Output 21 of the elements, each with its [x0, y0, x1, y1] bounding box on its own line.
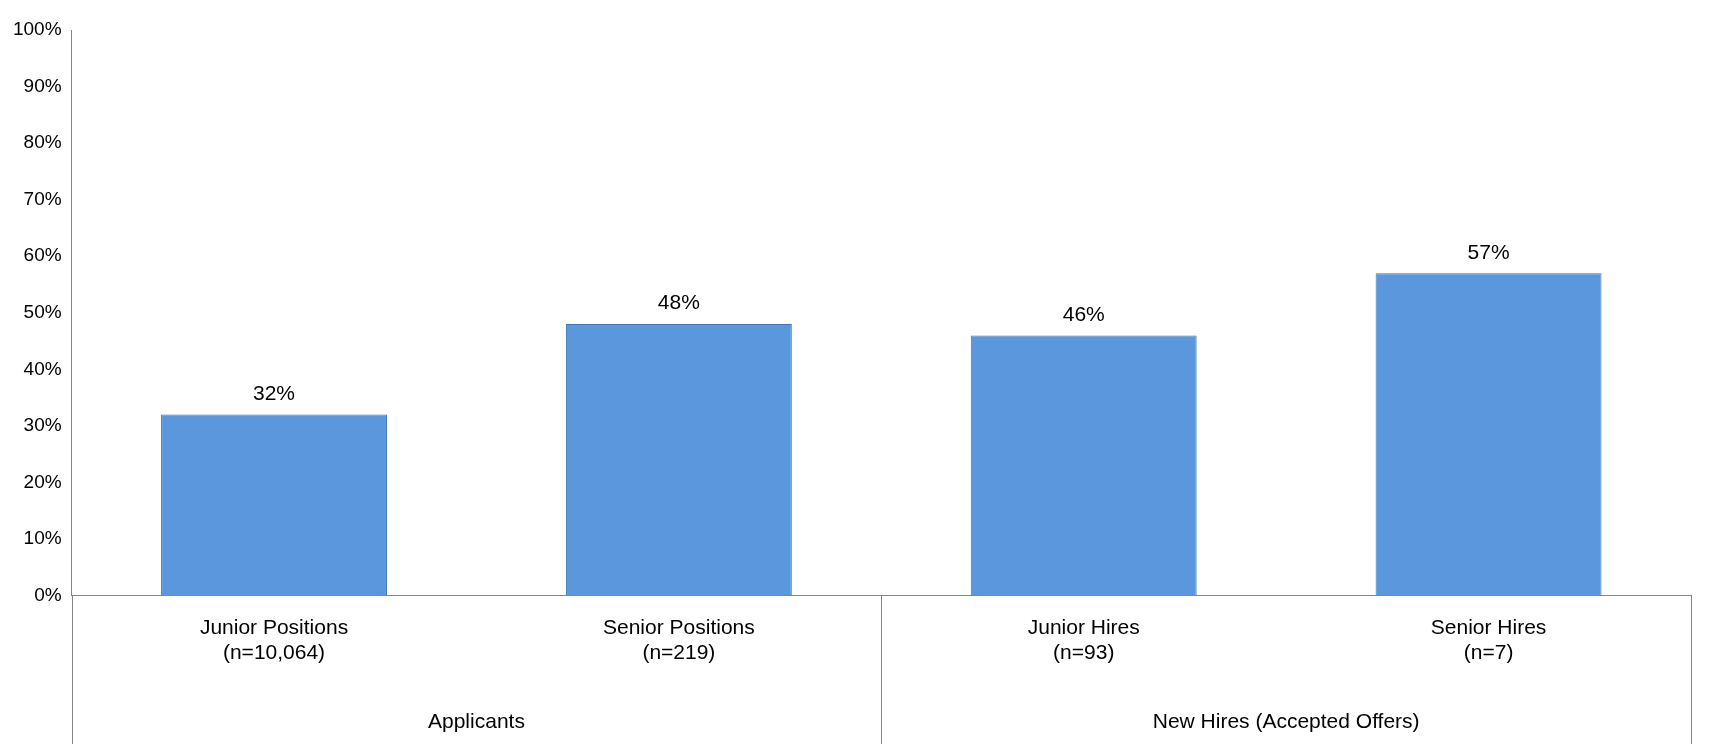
x-tick-label: Senior Hires (n=7): [1430, 615, 1547, 664]
y-tick-label: 60%: [23, 244, 62, 266]
y-tick-label: 0%: [34, 583, 62, 605]
data-label: 48%: [657, 290, 700, 314]
y-tick-label: 20%: [23, 470, 62, 492]
data-label: 57%: [1467, 239, 1510, 263]
y-tick-label: 100%: [12, 18, 62, 40]
y-tick-label: 30%: [23, 414, 62, 436]
x-tick-label: Junior Positions (n=10,064): [199, 615, 349, 664]
y-tick-label: 70%: [23, 187, 62, 209]
text: New Hires (Accepted Offers): [1152, 708, 1420, 732]
text: Applicants: [428, 708, 525, 732]
y-tick-label: 10%: [23, 527, 62, 549]
y-tick-label: 40%: [23, 357, 62, 379]
y-tick-label: 50%: [23, 301, 62, 323]
data-label: 32%: [253, 380, 296, 404]
x-tick-label: Senior Positions (n=219): [603, 615, 755, 664]
y-tick-label: 80%: [23, 131, 62, 153]
data-label: 46%: [1062, 301, 1105, 325]
y-tick-label: 90%: [23, 74, 62, 96]
x-tick-label: Junior Hires (n=93): [1027, 615, 1140, 664]
